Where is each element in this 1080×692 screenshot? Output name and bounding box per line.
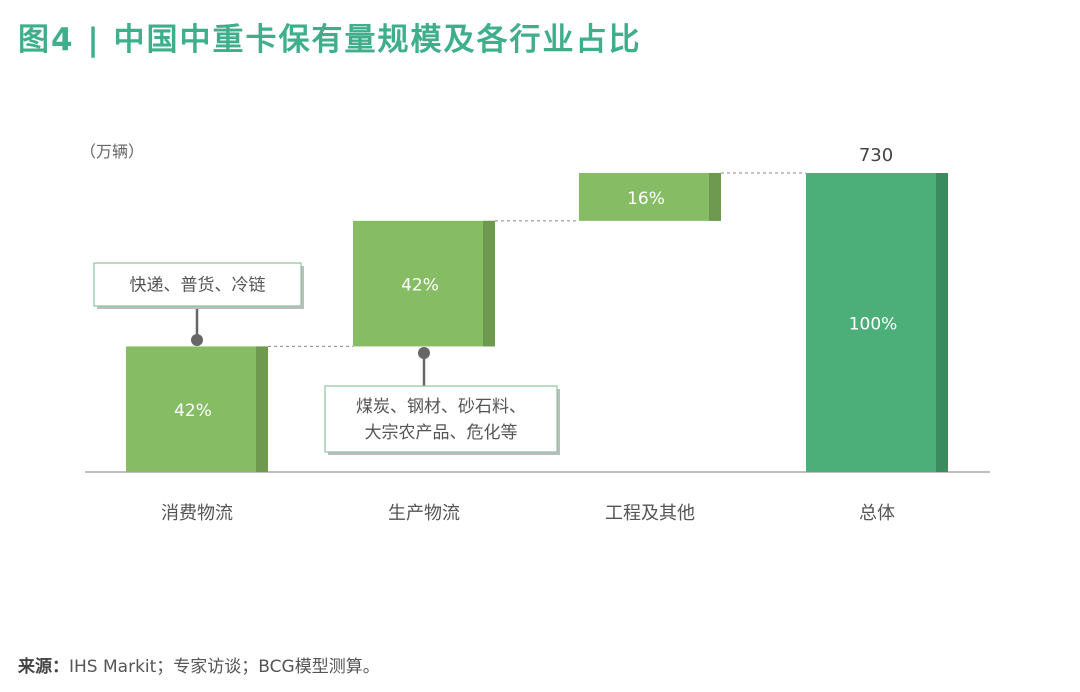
data-label: 42% <box>174 401 212 421</box>
callout-text: 大宗农产品、危化等 <box>365 423 518 443</box>
bar-edge <box>256 346 268 472</box>
callout-text: 快递、普货、冷链 <box>130 276 266 296</box>
bar-edge <box>936 173 948 472</box>
callout-pin <box>191 334 203 346</box>
callout-pin <box>418 347 430 359</box>
source-text: IHS Markit；专家访谈；BCG模型测算。 <box>69 657 380 677</box>
unit-label: （万辆） <box>80 142 144 161</box>
bar <box>353 220 495 347</box>
data-label: 16% <box>627 189 665 209</box>
data-label: 42% <box>401 276 439 296</box>
callout-box <box>324 385 558 453</box>
bar-edge <box>483 220 495 347</box>
category-label: 生产物流 <box>388 503 460 524</box>
total-value-label: 730 <box>859 145 893 166</box>
source-note: 来源：IHS Markit；专家访谈；BCG模型测算。 <box>18 652 380 677</box>
bar <box>126 346 268 472</box>
callout-box <box>93 262 302 307</box>
bar <box>806 173 948 472</box>
category-label: 消费物流 <box>161 503 233 524</box>
bar <box>579 173 721 221</box>
callout-text: 煤炭、钢材、砂石料、 <box>356 397 526 417</box>
source-label: 来源： <box>18 657 69 677</box>
plot-area: 42% 消费物流 42% 生产物流 16% 工程及其他 100% 总体 730 快递、普货、冷链煤… <box>85 145 990 524</box>
category-label: 工程及其他 <box>605 503 695 524</box>
chart-title: 图4 | 中国中重卡保有量规模及各行业占比 <box>18 22 642 58</box>
bar-edge <box>709 173 721 221</box>
data-label: 100% <box>849 315 898 335</box>
category-label: 总体 <box>859 503 895 524</box>
